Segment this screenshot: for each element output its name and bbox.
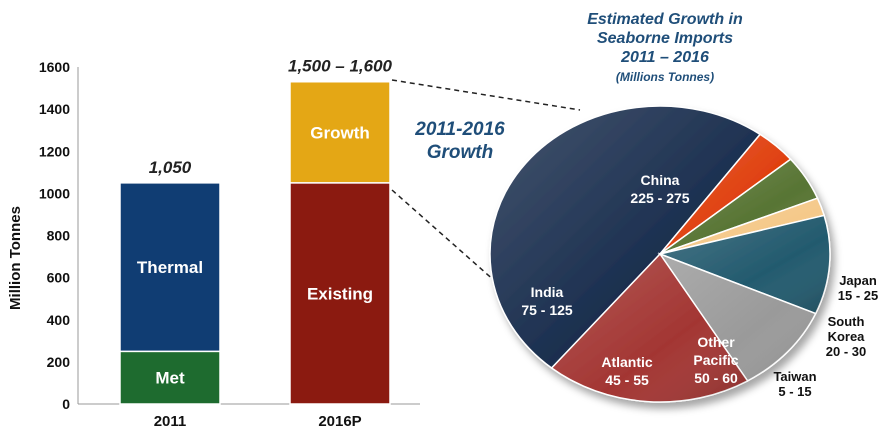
bar-label-thermal: Thermal (137, 258, 203, 277)
pie-label-taiwan: 5 - 15 (778, 384, 811, 399)
pie-title-line-1: Estimated Growth in (587, 11, 743, 28)
pie-title-line-2: Seaborne Imports (597, 30, 733, 47)
pie-label-south-korea: 20 - 30 (826, 344, 866, 359)
pie-slice-shading (660, 159, 818, 254)
pie-label-china: China (641, 172, 680, 188)
pie-label-south-korea: Korea (828, 329, 866, 344)
growth-annotation: 2011-2016 Growth (414, 119, 505, 163)
bar-totals: 1,050 1,500 – 1,600 (149, 57, 393, 177)
pie-label-atlantic: 45 - 55 (605, 372, 649, 388)
pie-label-taiwan: Taiwan (773, 369, 816, 384)
pie-label-atlantic: Atlantic (601, 354, 653, 370)
pie-slice-shading (660, 198, 825, 254)
bar-label-existing: Existing (307, 284, 373, 303)
pie-label-china: 225 - 275 (630, 190, 689, 206)
y-tick-label: 800 (47, 228, 71, 244)
bar-label-met: Met (155, 369, 185, 388)
connector-top (391, 79, 581, 111)
bar-stacks: Met Thermal Existing Growth (119, 80, 391, 405)
y-tick-label: 1400 (39, 101, 70, 117)
bar-met (119, 350, 221, 405)
y-tick-label: 1000 (39, 185, 70, 201)
pie-slice-shading (660, 215, 830, 314)
bar-chart: 0 200 400 600 800 1000 1200 1400 1600 Million To… (7, 57, 581, 430)
pie-slice-shading (660, 254, 816, 381)
pie-label-india: India (531, 284, 564, 300)
pie-label-india: 75 - 125 (521, 302, 573, 318)
y-tick-label: 1200 (39, 143, 70, 159)
bar-label-growth: Growth (310, 123, 370, 142)
pie-title-line-3: 2011 – 2016 (620, 49, 709, 66)
y-tick-label: 200 (47, 354, 71, 370)
pie-label-other-pacific: Pacific (693, 352, 738, 368)
bar-thermal (119, 182, 221, 353)
pie-label-other-pacific: 50 - 60 (694, 370, 738, 386)
x-axis-categories: 2011 2016P (154, 413, 362, 430)
y-tick-label: 400 (47, 312, 71, 328)
y-axis-ticks: 0 200 400 600 800 1000 1200 1400 1600 (39, 59, 70, 412)
y-tick-label: 1600 (39, 59, 70, 75)
pie-subtitle: (Millions Tonnes) (616, 70, 714, 84)
bar-total-label: 1,500 – 1,600 (288, 57, 393, 76)
pie-slice-shading (551, 254, 748, 402)
y-tick-label: 600 (47, 270, 71, 286)
pie-label-japan: Japan (839, 273, 877, 288)
bar-growth (289, 80, 391, 184)
growth-annotation-line-1: 2011-2016 (414, 119, 505, 140)
pie-label-south-korea: South (828, 314, 865, 329)
growth-annotation-line-2: Growth (427, 142, 494, 163)
pie-slices (489, 105, 831, 403)
pie-slice-shading (490, 106, 761, 369)
pie-chart: Estimated Growth in Seaborne Imports 201… (489, 11, 878, 403)
x-category-label: 2016P (318, 413, 361, 430)
bar-existing (289, 182, 391, 405)
connector-bottom (391, 189, 506, 291)
pie-label-japan: 15 - 25 (838, 288, 878, 303)
pie-slice-shading (660, 134, 791, 254)
x-category-label: 2011 (154, 413, 187, 430)
y-axis-label: Million Tonnes (7, 206, 24, 310)
y-tick-label: 0 (62, 396, 70, 412)
pie-label-other-pacific: Other (697, 334, 735, 350)
bar-total-label: 1,050 (149, 158, 192, 177)
